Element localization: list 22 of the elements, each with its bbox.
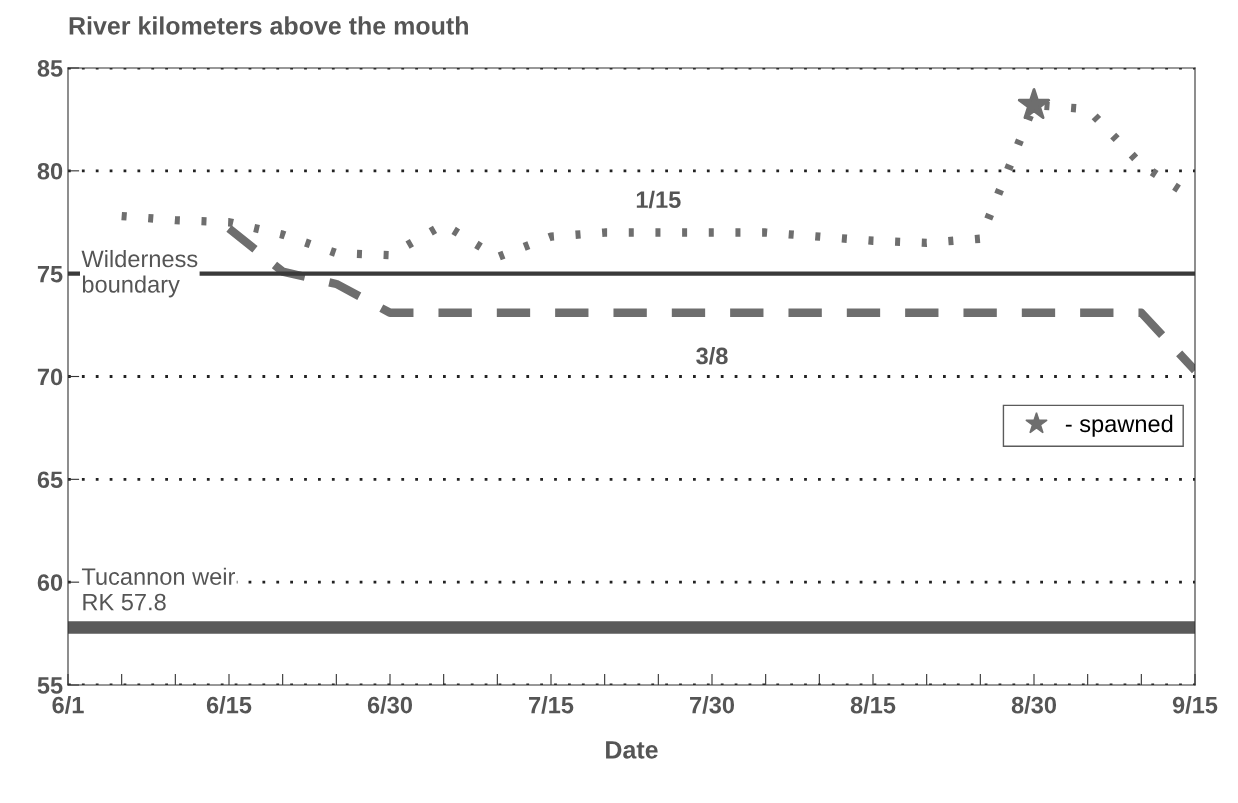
x-tick-label: 6/30	[367, 696, 413, 714]
y-tick-label: 70	[37, 368, 63, 386]
series-label: 3/8	[696, 346, 728, 365]
chart-title: River kilometers above the mouth	[69, 16, 468, 35]
x-tick-label: 6/1	[52, 696, 84, 714]
x-tick-label: 8/30	[1011, 696, 1057, 714]
y-tick-label: 75	[37, 265, 63, 283]
legend-label: - spawned	[1065, 414, 1173, 437]
y-tick-label: 65	[37, 471, 63, 489]
x-tick-label: 9/15	[1172, 696, 1218, 714]
y-tick-label: 85	[37, 60, 63, 77]
x-axis-title: Date	[606, 741, 658, 759]
y-tick-label: 80	[37, 162, 63, 180]
x-tick-label: 8/15	[850, 696, 896, 714]
x-tick-label: 7/30	[690, 696, 735, 714]
x-tick-label: 7/15	[529, 696, 574, 714]
ref-line-label: Tucannon weir RK 57.8	[81, 567, 236, 611]
x-tick-label: 6/15	[206, 696, 252, 714]
y-tick-label: 55	[37, 677, 63, 694]
ref-line-label: Wilderness boundary	[81, 249, 198, 298]
series-label: 1/15	[636, 190, 681, 209]
y-tick-label: 60	[37, 574, 63, 591]
